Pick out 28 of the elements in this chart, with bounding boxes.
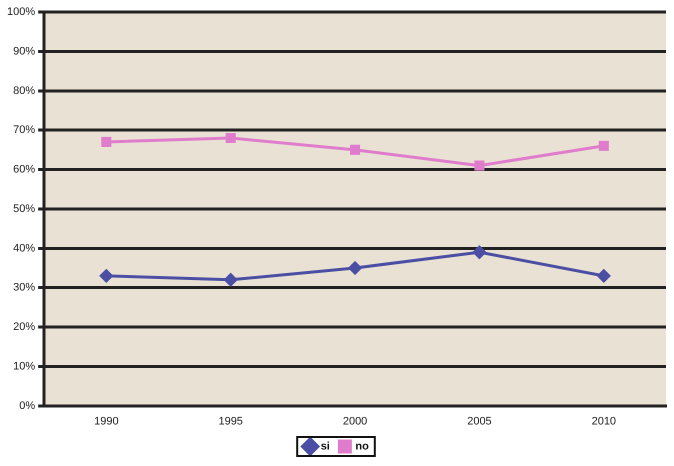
y-tick-label: 80% (13, 84, 36, 97)
point (598, 140, 609, 151)
point (350, 144, 360, 155)
y-tick-label: 70% (13, 124, 36, 136)
x-tick-label: 2005 (467, 415, 492, 428)
point (226, 132, 236, 144)
y-tick-label: 60% (13, 164, 36, 176)
y-tick-label: 40% (13, 242, 36, 254)
x-tick-label: 1990 (94, 415, 119, 428)
legend-label: no (355, 440, 370, 453)
point (224, 273, 238, 286)
y-tick-label: 10% (13, 360, 36, 372)
legend-label: si (320, 440, 330, 453)
y-tick-label: 100% (6, 6, 36, 18)
y-tick-label: 0% (19, 400, 36, 412)
point (348, 261, 362, 274)
x-tick-label: 2000 (342, 415, 368, 428)
point (597, 269, 610, 282)
point (101, 136, 112, 147)
point (474, 160, 484, 171)
point (100, 269, 113, 282)
y-tick-label: 90% (13, 45, 36, 58)
point (472, 246, 486, 259)
y-tick-label: 30% (13, 282, 36, 294)
x-tick-label: 1995 (218, 415, 243, 428)
x-tick-label: 2010 (592, 415, 616, 428)
y-tick-label: 20% (13, 321, 36, 334)
y-tick-label: 50% (13, 202, 36, 215)
